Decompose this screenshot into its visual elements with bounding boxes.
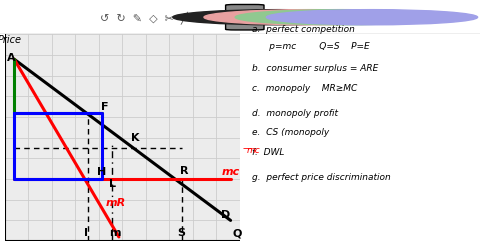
Text: mc: mc bbox=[221, 167, 240, 177]
Text: —: — bbox=[242, 143, 252, 153]
Text: C: C bbox=[0, 142, 5, 152]
Circle shape bbox=[266, 10, 478, 25]
Circle shape bbox=[235, 10, 446, 25]
Text: R: R bbox=[180, 166, 189, 176]
Text: F: F bbox=[101, 102, 109, 112]
Text: Q: Q bbox=[233, 229, 242, 239]
Text: H: H bbox=[96, 167, 106, 177]
Text: Price: Price bbox=[0, 35, 22, 45]
Text: B: B bbox=[0, 107, 5, 117]
Text: D: D bbox=[221, 210, 230, 220]
Text: p=mc        Q=S    P=E: p=mc Q=S P=E bbox=[252, 42, 370, 51]
FancyBboxPatch shape bbox=[226, 4, 264, 30]
Text: I: I bbox=[84, 228, 87, 238]
Text: L: L bbox=[109, 179, 117, 189]
Text: S: S bbox=[178, 228, 186, 238]
Text: m: m bbox=[109, 228, 121, 238]
Text: K: K bbox=[131, 133, 139, 143]
Text: g.  perfect price discrimination: g. perfect price discrimination bbox=[252, 173, 391, 182]
Text: E: E bbox=[0, 173, 4, 183]
Text: mR: mR bbox=[106, 198, 126, 208]
Text: d.  monopoly profit: d. monopoly profit bbox=[252, 109, 338, 118]
Circle shape bbox=[173, 10, 384, 25]
Text: b.  consumer surplus = ARE: b. consumer surplus = ARE bbox=[252, 64, 378, 73]
Text: A: A bbox=[7, 53, 16, 63]
Text: e.  CS (monopoly: e. CS (monopoly bbox=[252, 128, 329, 137]
Text: ↺  ↻  ✎  ◇  ✂  ╱: ↺ ↻ ✎ ◇ ✂ ╱ bbox=[100, 11, 188, 24]
Text: mc: mc bbox=[246, 146, 260, 155]
Circle shape bbox=[204, 10, 415, 25]
Text: c.  monopoly    MR≥MC: c. monopoly MR≥MC bbox=[252, 84, 357, 93]
Text: f.  DWL: f. DWL bbox=[252, 148, 284, 157]
Text: a.  perfect competition: a. perfect competition bbox=[252, 25, 355, 34]
